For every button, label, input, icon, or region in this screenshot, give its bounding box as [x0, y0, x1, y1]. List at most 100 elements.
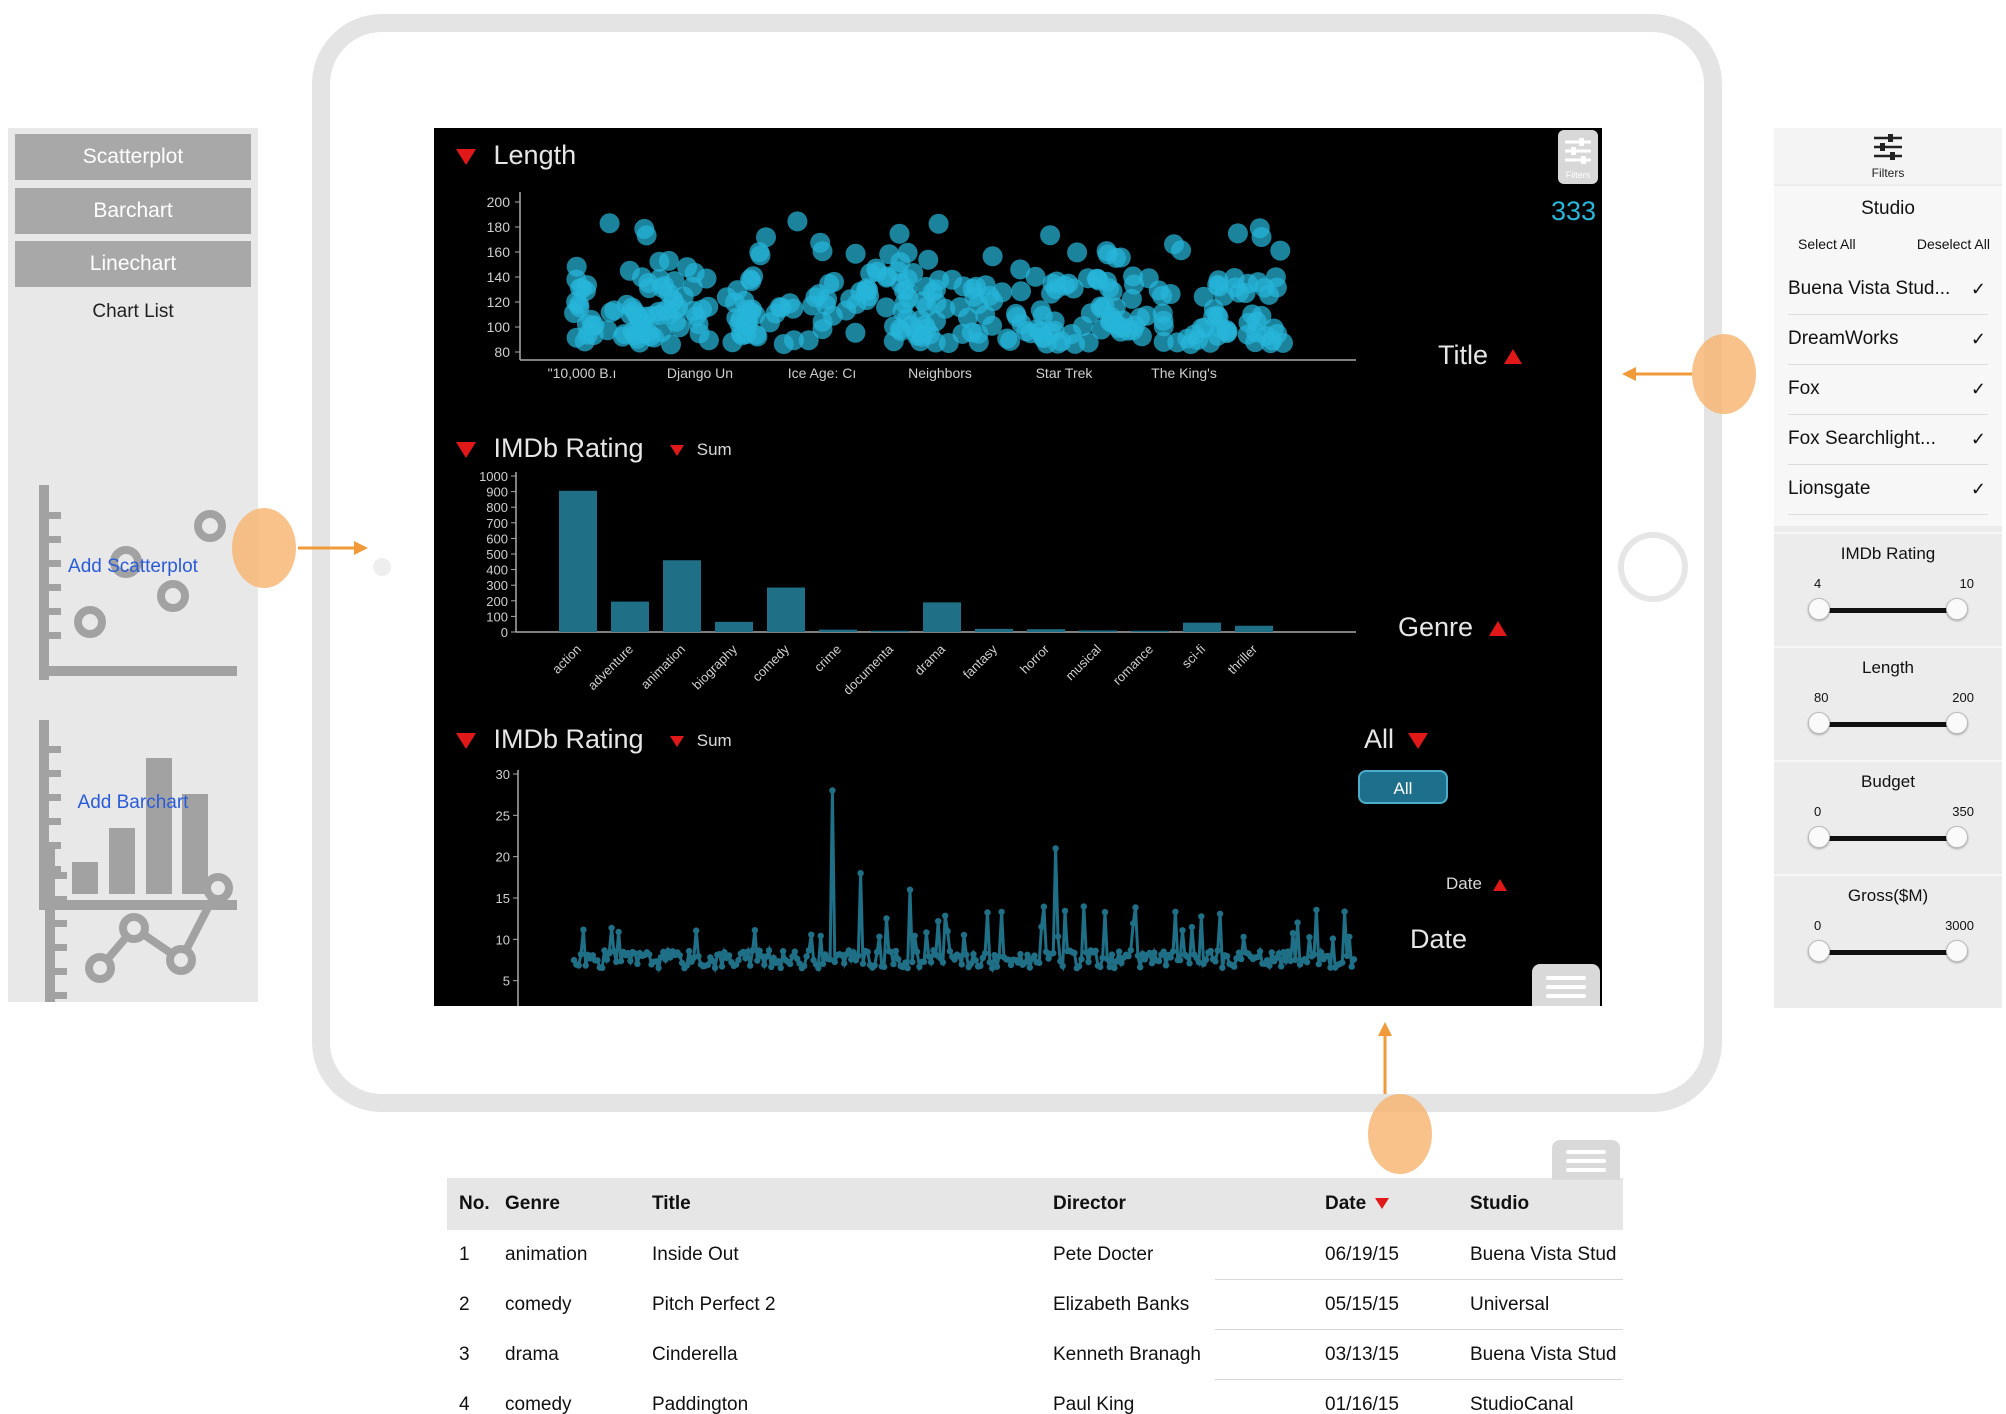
line-filter-label[interactable]: All [1364, 724, 1428, 755]
table-row[interactable]: 1 animation Inside Out Pete Docter 06/19/15 B… [447, 1230, 1623, 1280]
sort-ascending-icon[interactable] [1492, 878, 1507, 891]
length-scatterplot[interactable]: 200 180 160 140 120 100 80 "10,000 B.ı Django Un… [434, 184, 1394, 394]
add-barchart-link[interactable]: Add Barchart [77, 792, 189, 813]
rating-point [704, 961, 712, 969]
rating-point [916, 963, 923, 970]
line-title[interactable]: IMDb Rating [456, 724, 644, 755]
scatterplot-thumbnail-icon[interactable] [8, 350, 258, 680]
studio-option[interactable]: DreamWorks ✓ [1788, 314, 1988, 365]
cell-date: 01/16/15 [1325, 1394, 1399, 1414]
scatterplot-button[interactable]: Scatterplot [15, 134, 251, 180]
rating-point [655, 964, 662, 972]
table-header-row: No. Genre Title Director Date Studio [447, 1178, 1623, 1230]
slider-track[interactable] [1818, 722, 1956, 727]
rating-point [627, 957, 634, 965]
scatter-point [845, 322, 866, 343]
slider-track[interactable] [1818, 950, 1956, 955]
studio-option[interactable]: Fox Searchlight... ✓ [1788, 414, 1988, 465]
scatter-title[interactable]: Length [456, 140, 576, 171]
barchart-thumbnail-icon[interactable] [8, 588, 258, 918]
barchart-button[interactable]: Barchart [15, 188, 251, 234]
linechart-thumbnail-icon[interactable] [8, 836, 258, 1002]
slider-max-handle[interactable] [1946, 826, 1968, 848]
bar [663, 560, 701, 632]
studio-option[interactable]: Lionsgate/Summit✓ [1788, 514, 1988, 526]
all-filter-pill[interactable]: All [1358, 770, 1448, 804]
rating-point [1024, 951, 1031, 958]
linechart-button[interactable]: Linechart [15, 241, 251, 287]
scatter-point [1188, 329, 1208, 350]
cell-title: Cinderella [652, 1344, 738, 1365]
slider-track[interactable] [1818, 608, 1956, 613]
touch-indicator [1692, 334, 1756, 414]
bar-aggregate-selector[interactable]: Sum [670, 440, 732, 460]
slider-min-handle[interactable] [1808, 598, 1830, 620]
sliders-icon[interactable] [1868, 132, 1908, 164]
column-header-no[interactable]: No. [459, 1193, 490, 1214]
scatter-x-field-label[interactable]: Title [1438, 340, 1522, 371]
slider-min-handle[interactable] [1808, 712, 1830, 734]
bar [767, 587, 805, 632]
scatter-x-tick-label: Star Trek [1036, 365, 1094, 381]
slider-min-handle[interactable] [1808, 940, 1830, 962]
slider-track[interactable] [1818, 836, 1956, 841]
rating-point [683, 962, 690, 969]
cell-studio: StudioCanal [1470, 1394, 1574, 1414]
rating-point [1118, 959, 1125, 967]
column-header-director[interactable]: Director [1053, 1193, 1126, 1214]
cell-director: Elizabeth Banks [1053, 1294, 1190, 1315]
scatter-point [1040, 225, 1061, 246]
scatter-point [1000, 330, 1021, 351]
bar-title[interactable]: IMDb Rating [456, 433, 644, 464]
collapse-triangle-icon[interactable] [456, 732, 476, 749]
filters-button-label: Filters [1565, 170, 1591, 180]
line-aggregate-selector[interactable]: Sum [670, 731, 732, 751]
bar-y-tick-label: 200 [486, 594, 508, 609]
slider-max-handle[interactable] [1946, 712, 1968, 734]
scatter-point [1086, 268, 1107, 289]
studio-option-label: Fox [1788, 378, 1820, 399]
hamburger-menu-icon[interactable] [1532, 964, 1600, 1006]
table-row[interactable]: 4 comedy Paddington Paul King 01/16/15 Studio… [447, 1380, 1623, 1414]
filters-button[interactable]: Filters [1558, 130, 1598, 184]
line-x-field-label[interactable]: Date [1410, 924, 1468, 954]
collapse-triangle-icon[interactable] [456, 148, 476, 165]
add-scatterplot-link[interactable]: Add Scatterplot [68, 556, 198, 577]
bar-x-field-label[interactable]: Genre [1398, 612, 1507, 643]
dropdown-triangle-icon[interactable] [1407, 732, 1428, 749]
select-all-button[interactable]: Select All [1798, 236, 1856, 252]
rating-point [1127, 947, 1134, 954]
rating-point [855, 952, 862, 959]
deselect-all-button[interactable]: Deselect All [1916, 236, 1990, 252]
table-row[interactable]: 2 comedy Pitch Perfect 2 Elizabeth Banks 05/… [447, 1280, 1623, 1330]
sort-ascending-icon[interactable] [1488, 621, 1507, 637]
line-y-tick-label: 10 [496, 932, 510, 947]
rating-point [895, 956, 902, 963]
sort-ascending-icon[interactable] [1503, 349, 1522, 365]
column-header-date[interactable]: Date [1325, 1178, 1390, 1230]
column-header-title[interactable]: Title [652, 1193, 691, 1214]
slider-min-handle[interactable] [1808, 826, 1830, 848]
rating-point [927, 958, 935, 966]
studio-option[interactable]: Lionsgate ✓ [1788, 464, 1988, 515]
scatter-point [1167, 332, 1188, 353]
collapse-triangle-icon[interactable] [456, 441, 476, 458]
rating-point [984, 909, 991, 916]
studio-option[interactable]: Buena Vista Stud... ✓ [1788, 264, 1988, 315]
rating-linechart[interactable]: 30252015105002/18/0502/16/0705/22/0807/2… [434, 760, 1394, 1006]
table-row[interactable]: 3 drama Cinderella Kenneth Branagh 03/13/15 B… [447, 1330, 1623, 1380]
slider-min-value: 0 [1814, 918, 1822, 933]
studio-option[interactable]: Fox ✓ [1788, 364, 1988, 415]
column-header-studio[interactable]: Studio [1470, 1193, 1530, 1214]
rating-point [1317, 949, 1325, 956]
slider-max-handle[interactable] [1946, 940, 1968, 962]
scatter-point [1246, 322, 1266, 343]
home-button[interactable] [1618, 532, 1688, 602]
date-sort-label[interactable]: Date [1446, 874, 1507, 894]
column-header-genre[interactable]: Genre [505, 1193, 560, 1214]
rating-point [1216, 910, 1224, 917]
slider-max-handle[interactable] [1946, 598, 1968, 620]
table-menu-icon[interactable] [1552, 1140, 1620, 1180]
rating-point [777, 964, 784, 971]
